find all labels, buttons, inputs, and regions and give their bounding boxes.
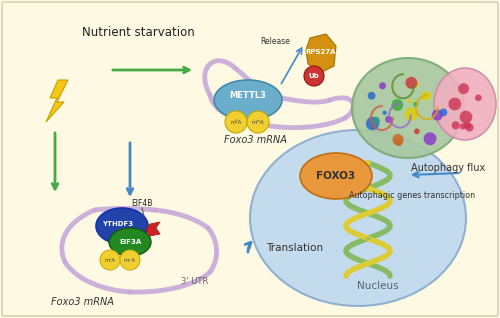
Circle shape bbox=[120, 250, 140, 270]
Text: Ub: Ub bbox=[308, 73, 320, 79]
Ellipse shape bbox=[250, 130, 466, 306]
Circle shape bbox=[382, 111, 387, 115]
Text: EIF3A: EIF3A bbox=[119, 239, 141, 245]
Ellipse shape bbox=[300, 153, 372, 199]
Text: YTHDF3: YTHDF3 bbox=[102, 221, 134, 227]
Circle shape bbox=[458, 83, 469, 94]
Circle shape bbox=[448, 98, 461, 110]
Circle shape bbox=[247, 111, 269, 133]
Text: mᵐA: mᵐA bbox=[124, 258, 136, 262]
Text: METTL3: METTL3 bbox=[230, 92, 266, 100]
Circle shape bbox=[406, 77, 417, 89]
Polygon shape bbox=[46, 80, 68, 122]
Circle shape bbox=[460, 111, 472, 123]
Ellipse shape bbox=[434, 68, 496, 140]
Circle shape bbox=[392, 134, 404, 145]
Text: Nutrient starvation: Nutrient starvation bbox=[82, 25, 195, 38]
Circle shape bbox=[440, 108, 448, 116]
Text: m⁶A: m⁶A bbox=[230, 120, 241, 125]
Circle shape bbox=[432, 109, 443, 121]
Text: 3' UTR: 3' UTR bbox=[182, 278, 208, 287]
Ellipse shape bbox=[352, 58, 464, 158]
Circle shape bbox=[304, 66, 324, 86]
Text: mᵐA: mᵐA bbox=[252, 120, 264, 125]
Polygon shape bbox=[146, 222, 160, 236]
Circle shape bbox=[372, 117, 380, 125]
Ellipse shape bbox=[214, 80, 282, 120]
Circle shape bbox=[464, 121, 471, 129]
Text: RPS27A: RPS27A bbox=[306, 49, 336, 55]
Text: Foxo3 mRNA: Foxo3 mRNA bbox=[224, 135, 286, 145]
Ellipse shape bbox=[96, 208, 148, 244]
Text: Translation: Translation bbox=[266, 243, 324, 253]
Text: m⁶A: m⁶A bbox=[104, 258, 116, 262]
Circle shape bbox=[368, 92, 376, 100]
FancyBboxPatch shape bbox=[2, 2, 498, 316]
Circle shape bbox=[414, 83, 419, 87]
Circle shape bbox=[460, 123, 466, 129]
Ellipse shape bbox=[109, 228, 151, 256]
Circle shape bbox=[225, 111, 247, 133]
Circle shape bbox=[475, 94, 482, 101]
Circle shape bbox=[394, 137, 403, 146]
Circle shape bbox=[385, 116, 392, 123]
Text: Nucleus: Nucleus bbox=[357, 281, 399, 291]
Circle shape bbox=[366, 117, 379, 130]
Circle shape bbox=[408, 99, 412, 103]
Text: Foxo3 mRNA: Foxo3 mRNA bbox=[50, 297, 114, 307]
Circle shape bbox=[100, 250, 120, 270]
Text: FOXO3: FOXO3 bbox=[316, 171, 356, 181]
Text: Autophagic genes transcription: Autophagic genes transcription bbox=[349, 190, 475, 199]
Text: Release: Release bbox=[260, 37, 290, 46]
Circle shape bbox=[392, 99, 403, 111]
Polygon shape bbox=[306, 34, 336, 72]
Text: EIF4B: EIF4B bbox=[132, 199, 152, 209]
Circle shape bbox=[466, 123, 473, 132]
Circle shape bbox=[424, 132, 436, 145]
Text: Autophagy flux: Autophagy flux bbox=[411, 163, 485, 173]
Circle shape bbox=[404, 107, 418, 121]
Circle shape bbox=[452, 121, 460, 129]
Circle shape bbox=[422, 91, 431, 101]
Circle shape bbox=[414, 128, 420, 134]
Circle shape bbox=[413, 102, 418, 107]
Circle shape bbox=[379, 82, 386, 89]
